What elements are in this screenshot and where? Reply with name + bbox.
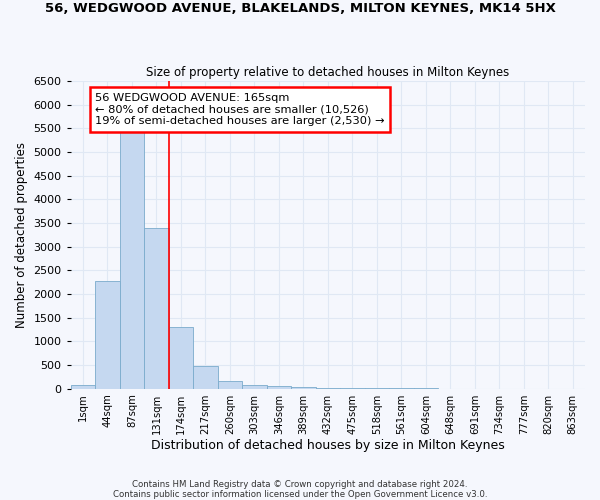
Text: Contains HM Land Registry data © Crown copyright and database right 2024.
Contai: Contains HM Land Registry data © Crown c… [113, 480, 487, 499]
Bar [71, 385, 95, 388]
Bar [193, 366, 218, 388]
Bar [95, 281, 119, 388]
Bar [291, 387, 316, 388]
Bar [169, 327, 193, 388]
X-axis label: Distribution of detached houses by size in Milton Keynes: Distribution of detached houses by size … [151, 440, 505, 452]
Bar [144, 228, 169, 388]
Y-axis label: Number of detached properties: Number of detached properties [15, 142, 28, 328]
Bar [266, 386, 291, 388]
Bar [119, 131, 144, 388]
Bar [218, 381, 242, 388]
Bar [242, 385, 266, 388]
Text: 56, WEDGWOOD AVENUE, BLAKELANDS, MILTON KEYNES, MK14 5HX: 56, WEDGWOOD AVENUE, BLAKELANDS, MILTON … [44, 2, 556, 16]
Text: 56 WEDGWOOD AVENUE: 165sqm
← 80% of detached houses are smaller (10,526)
19% of : 56 WEDGWOOD AVENUE: 165sqm ← 80% of deta… [95, 93, 385, 126]
Title: Size of property relative to detached houses in Milton Keynes: Size of property relative to detached ho… [146, 66, 509, 78]
